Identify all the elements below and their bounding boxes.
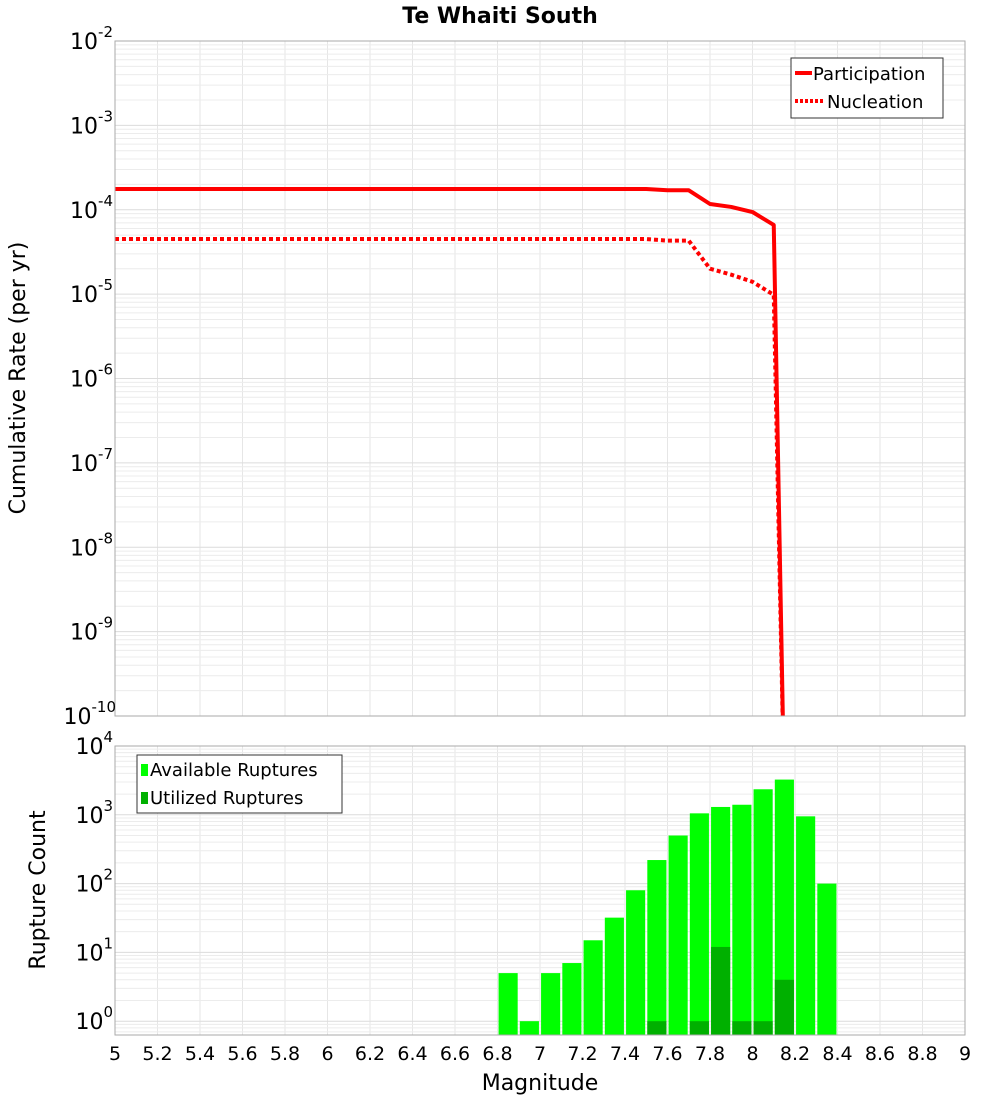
x-tick-label: 8.8 <box>907 1043 937 1065</box>
available-bar <box>647 860 667 1035</box>
top-legend: Participation Nucleation <box>790 57 944 119</box>
tick-labels: 10-2 10-3 10-4 10-5 10-6 10-7 10-8 10-9 10-10104… <box>64 23 972 1065</box>
y-tick-label: 10-10 <box>64 698 117 730</box>
y-tick-label: 10-9 <box>70 614 113 646</box>
utilized-bar <box>753 1021 773 1035</box>
nucleation-line <box>115 237 785 716</box>
x-tick-label: 6 <box>321 1043 333 1065</box>
y-tick-label: 10-8 <box>70 529 113 561</box>
available-bar <box>519 1021 539 1035</box>
y-tick-label: 102 <box>75 866 113 898</box>
available-bar <box>668 835 688 1035</box>
bottom-y-axis-label: Rupture Count <box>26 810 51 970</box>
available-bar <box>562 963 582 1035</box>
top-y-axis-label: Cumulative Rate (per yr) <box>6 242 31 515</box>
x-tick-label: 6.2 <box>355 1043 385 1065</box>
available-bar <box>498 973 518 1035</box>
legend-participation: Participation <box>813 64 925 85</box>
legend-nucleation: Nucleation <box>827 92 923 113</box>
utilized-bar <box>711 946 731 1035</box>
y-tick-label: 104 <box>75 728 113 760</box>
x-tick-label: 6.6 <box>440 1043 470 1065</box>
chart-title: Te Whaiti South <box>402 4 598 29</box>
available-bar <box>774 779 794 1035</box>
x-tick-label: 5.2 <box>142 1043 172 1065</box>
y-tick-label: 103 <box>75 797 113 829</box>
x-tick-label: 5.8 <box>270 1043 300 1065</box>
x-tick-label: 7.2 <box>567 1043 597 1065</box>
available-bar <box>626 890 646 1035</box>
x-tick-label: 7.8 <box>695 1043 725 1065</box>
x-tick-label: 8.4 <box>822 1043 852 1065</box>
y-tick-label: 10-4 <box>70 192 113 224</box>
y-tick-label: 100 <box>75 1003 113 1035</box>
available-bar <box>583 940 603 1035</box>
x-tick-label: 5.6 <box>227 1043 257 1065</box>
available-bar <box>541 973 561 1035</box>
lines <box>115 187 785 716</box>
available-bar <box>796 816 816 1035</box>
x-tick-label: 7.6 <box>652 1043 682 1065</box>
utilized-bar <box>689 1021 709 1035</box>
top-plot-frame <box>114 40 966 717</box>
legend-available: Available Ruptures <box>150 760 318 781</box>
x-tick-label: 5.4 <box>185 1043 215 1065</box>
top-plot-grid <box>114 41 966 717</box>
available-bar <box>689 813 709 1035</box>
bars <box>498 779 837 1035</box>
legend-utilized-swatch <box>141 792 148 804</box>
x-tick-label: 7 <box>534 1043 546 1065</box>
participation-line <box>115 187 785 716</box>
x-axis-label: Magnitude <box>482 1071 599 1096</box>
x-tick-label: 5 <box>109 1043 121 1065</box>
available-bar <box>753 789 773 1035</box>
bottom-legend: Available Ruptures Utilized Ruptures <box>136 754 343 814</box>
x-tick-label: 6.8 <box>482 1043 512 1065</box>
x-tick-label: 7.4 <box>610 1043 640 1065</box>
available-bar <box>604 917 624 1035</box>
x-tick-label: 8.6 <box>865 1043 895 1065</box>
utilized-bar <box>647 1021 667 1035</box>
utilized-bar <box>732 1021 752 1035</box>
y-tick-label: 10-6 <box>70 361 113 393</box>
y-tick-label: 101 <box>75 934 113 966</box>
x-tick-label: 8.2 <box>780 1043 810 1065</box>
y-tick-label: 10-3 <box>70 107 113 139</box>
x-tick-label: 8 <box>746 1043 758 1065</box>
available-bar <box>817 883 837 1035</box>
x-tick-label: 6.4 <box>397 1043 427 1065</box>
legend-available-swatch <box>141 764 148 776</box>
legend-utilized: Utilized Ruptures <box>150 788 303 809</box>
y-tick-label: 10-5 <box>70 276 113 308</box>
x-tick-label: 9 <box>959 1043 971 1065</box>
bottom-plot-frame <box>114 745 966 1036</box>
y-tick-label: 10-7 <box>70 445 113 477</box>
y-tick-label: 10-2 <box>70 23 113 55</box>
bottom-plot-grid <box>114 746 966 1035</box>
utilized-bar <box>774 979 794 1035</box>
available-bar <box>732 804 752 1035</box>
